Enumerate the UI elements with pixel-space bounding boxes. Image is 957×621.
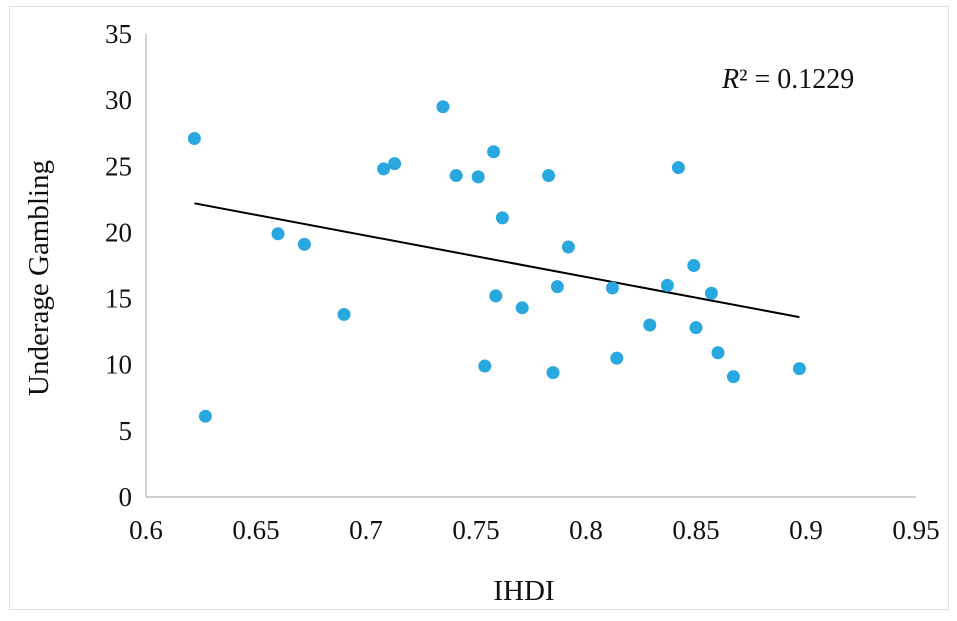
axes [145,34,916,498]
data-point [515,301,529,315]
x-tick-labels: 0.6 0.65 0.7 0.75 0.8 0.85 0.9 0.95 [129,515,940,545]
linear-trendline [194,202,800,319]
data-point [689,321,703,335]
data-point [487,145,501,159]
data-point [187,132,201,146]
y-tick-labels: 0 5 10 15 20 25 30 35 [105,19,132,512]
x-tick-label: 0.75 [452,515,499,545]
x-tick-label: 0.6 [129,515,163,545]
data-point [561,240,575,254]
data-point [711,346,725,360]
data-point [478,359,492,373]
x-tick-label: 0.9 [789,515,823,545]
y-tick-label: 0 [119,482,133,512]
x-tick-label: 0.85 [672,515,719,545]
data-point [388,157,402,171]
data-point [297,237,311,251]
y-tick-label: 25 [105,151,132,181]
data-point [377,162,391,176]
data-point [489,289,503,303]
x-tick-label: 0.8 [569,515,603,545]
x-tick-label: 0.7 [349,515,383,545]
y-tick-label: 20 [105,217,132,247]
y-tick-label: 5 [119,416,133,446]
x-axis-title: IHDI [493,575,554,607]
r-squared-annotation: R² = 0.1229 [721,64,854,95]
data-point [546,366,560,380]
data-point [471,170,485,184]
y-tick-label: 30 [105,85,132,115]
data-point [671,161,685,175]
data-point [643,318,657,332]
data-point [605,281,619,295]
x-tick-label: 0.95 [892,515,939,545]
data-point [726,370,740,384]
y-axis-title: Underage Gambling [23,160,55,396]
y-tick-label: 35 [105,19,132,49]
data-point [449,169,463,183]
data-point [687,259,701,272]
data-point [550,280,564,294]
data-point [198,409,212,423]
data-point [542,169,556,183]
data-point [337,307,351,321]
data-point [660,278,674,292]
data-point [495,211,509,225]
y-tick-label: 15 [105,284,132,314]
data-point [436,100,450,114]
y-tick-label: 10 [105,350,132,380]
x-tick-label: 0.65 [232,515,279,545]
r-squared-value: ² = 0.1229 [739,64,854,95]
data-point [610,351,624,365]
chart-frame [9,6,949,610]
r-symbol: R [721,64,739,95]
data-point [792,362,806,376]
data-point [704,286,718,300]
data-points [187,100,806,423]
data-point [271,227,285,241]
